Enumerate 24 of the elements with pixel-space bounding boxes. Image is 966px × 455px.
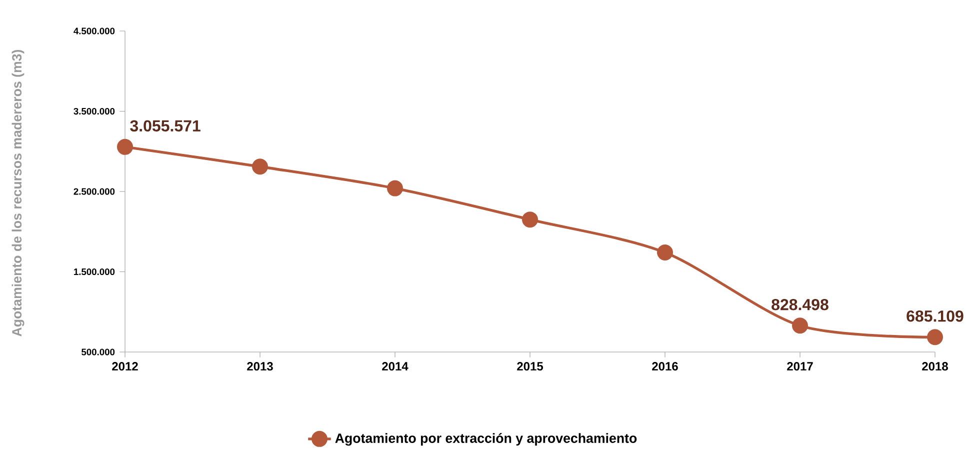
data-label: 3.055.571 [130,120,200,132]
point [117,138,134,155]
y-tick-label: 1.500.000 [74,268,115,276]
x-tick-label: 2012 [112,362,138,371]
y-tick-label: 2.500.000 [74,188,115,195]
data-label: 828.498 [772,298,828,310]
point [657,244,674,260]
y-tick-label: 500.000 [82,348,115,356]
x-tick-label: 2014 [382,362,408,371]
y-tick-label: 3.500.000 [74,108,115,115]
x-tick-label: 2017 [787,362,813,371]
point [927,329,944,346]
x-tick-label: 2018 [922,362,948,371]
point [252,158,268,175]
x-tick-label: 2016 [652,362,678,371]
data-label: 685.109 [906,310,964,322]
y-tick-label: 4.500.000 [74,28,115,34]
legend-label: Agotamiento por extracción y aprovechamiento [335,433,637,446]
point [522,212,538,228]
point [387,180,404,196]
x-tick-label: 2013 [247,362,273,371]
y-axis-title: Agotamiento de los recursos madereros (m3) [12,50,24,336]
x-tick-label: 2015 [517,362,544,371]
point [792,318,808,334]
